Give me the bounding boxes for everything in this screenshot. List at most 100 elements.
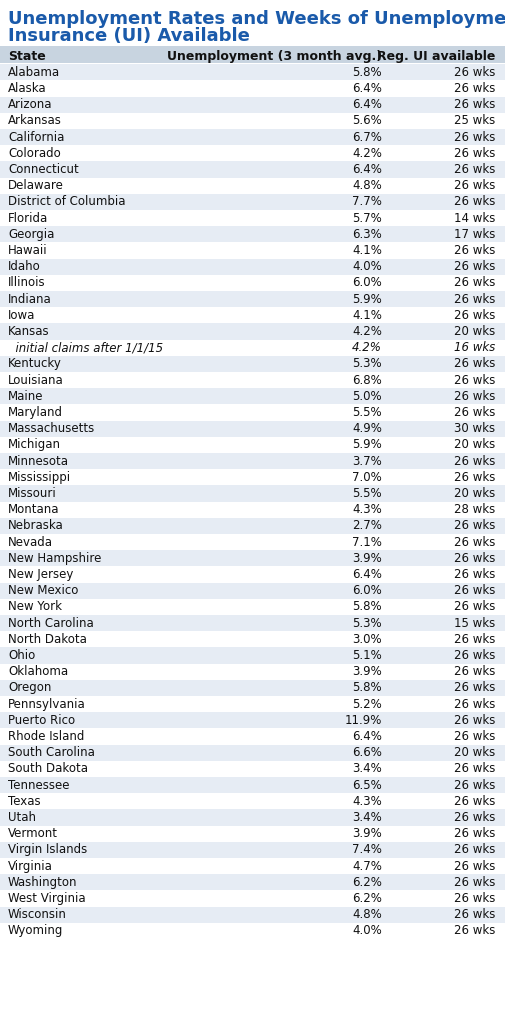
Text: South Dakota: South Dakota bbox=[8, 763, 88, 775]
Bar bbox=[0, 226, 505, 243]
Text: Hawaii: Hawaii bbox=[8, 244, 47, 257]
Bar bbox=[0, 404, 505, 421]
Text: 4.0%: 4.0% bbox=[352, 260, 382, 273]
Bar bbox=[0, 777, 505, 794]
Text: Wyoming: Wyoming bbox=[8, 925, 63, 937]
Bar bbox=[0, 485, 505, 502]
Text: 7.7%: 7.7% bbox=[352, 196, 382, 209]
Text: 4.1%: 4.1% bbox=[352, 244, 382, 257]
Bar bbox=[0, 761, 505, 777]
Text: 6.4%: 6.4% bbox=[352, 568, 382, 581]
Text: 5.5%: 5.5% bbox=[352, 487, 382, 500]
Bar bbox=[0, 794, 505, 809]
Text: West Virginia: West Virginia bbox=[8, 892, 86, 905]
Text: Virgin Islands: Virgin Islands bbox=[8, 844, 87, 856]
Text: 26 wks: 26 wks bbox=[453, 730, 495, 743]
Text: 5.3%: 5.3% bbox=[352, 616, 382, 630]
Text: 16 wks: 16 wks bbox=[454, 341, 495, 354]
Text: 26 wks: 26 wks bbox=[453, 131, 495, 143]
Bar bbox=[0, 340, 505, 355]
Text: 3.9%: 3.9% bbox=[352, 666, 382, 678]
Text: Michigan: Michigan bbox=[8, 438, 61, 452]
Bar bbox=[0, 307, 505, 324]
Text: 6.7%: 6.7% bbox=[352, 131, 382, 143]
Bar bbox=[0, 518, 505, 534]
Text: Arkansas: Arkansas bbox=[8, 115, 62, 127]
Text: Pennsylvania: Pennsylvania bbox=[8, 697, 86, 711]
Text: 5.9%: 5.9% bbox=[352, 438, 382, 452]
Text: Nevada: Nevada bbox=[8, 536, 53, 549]
Text: 26 wks: 26 wks bbox=[453, 163, 495, 176]
Text: 3.9%: 3.9% bbox=[352, 827, 382, 841]
Text: 26 wks: 26 wks bbox=[453, 66, 495, 79]
Text: 4.8%: 4.8% bbox=[352, 908, 382, 922]
Bar bbox=[0, 469, 505, 485]
Text: 5.6%: 5.6% bbox=[352, 115, 382, 127]
Text: Louisiana: Louisiana bbox=[8, 374, 64, 387]
Text: New Mexico: New Mexico bbox=[8, 585, 78, 597]
Text: 2.7%: 2.7% bbox=[352, 519, 382, 532]
Bar bbox=[0, 194, 505, 210]
Text: 26 wks: 26 wks bbox=[453, 374, 495, 387]
Text: 4.7%: 4.7% bbox=[352, 859, 382, 872]
Text: 6.2%: 6.2% bbox=[352, 876, 382, 889]
Text: 4.2%: 4.2% bbox=[352, 341, 382, 354]
Text: 26 wks: 26 wks bbox=[453, 455, 495, 468]
Text: Indiana: Indiana bbox=[8, 293, 52, 305]
Text: Texas: Texas bbox=[8, 795, 40, 808]
Text: 6.4%: 6.4% bbox=[352, 82, 382, 95]
Text: 17 wks: 17 wks bbox=[453, 227, 495, 241]
Text: 26 wks: 26 wks bbox=[453, 260, 495, 273]
Bar bbox=[0, 858, 505, 874]
Text: 6.0%: 6.0% bbox=[352, 276, 382, 290]
Text: initial claims after 1/1/15: initial claims after 1/1/15 bbox=[8, 341, 163, 354]
Text: 26 wks: 26 wks bbox=[453, 519, 495, 532]
Bar bbox=[0, 502, 505, 518]
Text: Kentucky: Kentucky bbox=[8, 357, 62, 371]
Text: Puerto Rico: Puerto Rico bbox=[8, 714, 75, 727]
Text: 5.1%: 5.1% bbox=[352, 649, 382, 662]
Text: 26 wks: 26 wks bbox=[453, 633, 495, 646]
Text: Tennessee: Tennessee bbox=[8, 778, 70, 792]
Bar bbox=[0, 177, 505, 194]
Bar bbox=[0, 664, 505, 680]
Text: 26 wks: 26 wks bbox=[453, 309, 495, 322]
Text: 15 wks: 15 wks bbox=[454, 616, 495, 630]
Bar bbox=[0, 534, 505, 550]
Text: Alabama: Alabama bbox=[8, 66, 60, 79]
Text: North Dakota: North Dakota bbox=[8, 633, 87, 646]
Text: Rhode Island: Rhode Island bbox=[8, 730, 84, 743]
Text: 4.0%: 4.0% bbox=[352, 925, 382, 937]
Bar bbox=[0, 210, 505, 226]
Text: 26 wks: 26 wks bbox=[453, 763, 495, 775]
Text: 6.8%: 6.8% bbox=[352, 374, 382, 387]
Text: 4.9%: 4.9% bbox=[352, 422, 382, 435]
Text: 26 wks: 26 wks bbox=[453, 681, 495, 694]
Text: 4.2%: 4.2% bbox=[352, 325, 382, 338]
Text: Mississippi: Mississippi bbox=[8, 471, 71, 483]
Bar bbox=[0, 631, 505, 647]
Bar bbox=[0, 437, 505, 453]
Text: 20 wks: 20 wks bbox=[454, 438, 495, 452]
Text: Alaska: Alaska bbox=[8, 82, 46, 95]
Bar bbox=[0, 680, 505, 696]
Text: 26 wks: 26 wks bbox=[453, 390, 495, 402]
Text: 26 wks: 26 wks bbox=[453, 908, 495, 922]
Text: 26 wks: 26 wks bbox=[453, 568, 495, 581]
Text: 26 wks: 26 wks bbox=[453, 179, 495, 193]
Text: State: State bbox=[8, 49, 46, 62]
Text: 26 wks: 26 wks bbox=[453, 649, 495, 662]
Bar bbox=[0, 744, 505, 761]
Bar bbox=[0, 274, 505, 291]
Text: 26 wks: 26 wks bbox=[453, 600, 495, 613]
Bar bbox=[0, 550, 505, 566]
Text: 26 wks: 26 wks bbox=[453, 196, 495, 209]
Text: 7.0%: 7.0% bbox=[352, 471, 382, 483]
Text: 26 wks: 26 wks bbox=[453, 892, 495, 905]
Text: California: California bbox=[8, 131, 64, 143]
Text: Insurance (UI) Available: Insurance (UI) Available bbox=[8, 27, 250, 45]
Bar bbox=[0, 825, 505, 842]
Text: 26 wks: 26 wks bbox=[453, 666, 495, 678]
Text: 5.8%: 5.8% bbox=[352, 66, 382, 79]
Text: Maryland: Maryland bbox=[8, 406, 63, 419]
